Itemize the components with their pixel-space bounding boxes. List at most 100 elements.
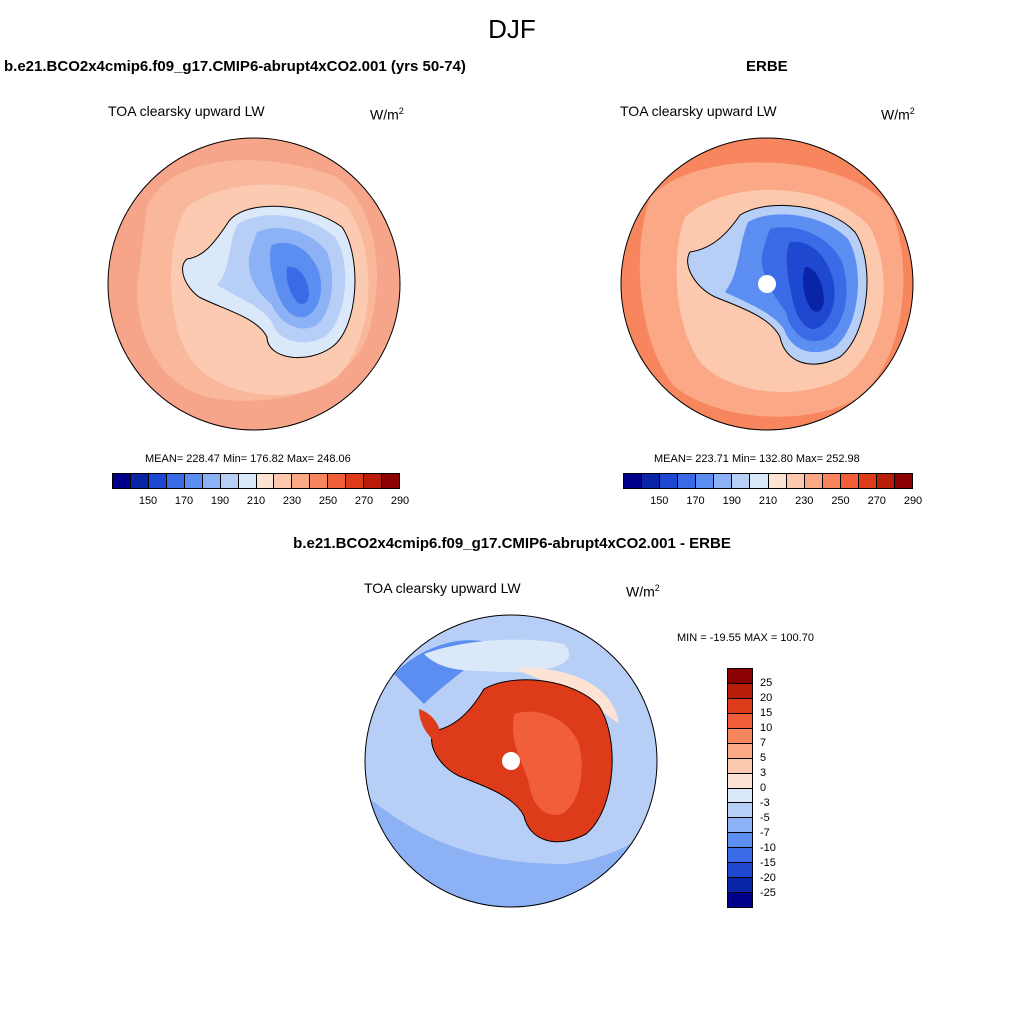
colorbar-swatch xyxy=(840,474,859,488)
colorbar-swatch xyxy=(256,474,275,488)
colorbar-swatch xyxy=(804,474,823,488)
colorbar-swatch xyxy=(310,474,329,488)
colorbar-swatch xyxy=(728,698,752,714)
panel1-title: b.e21.BCO2x4cmip6.f09_g17.CMIP6-abrupt4x… xyxy=(4,58,466,75)
colorbar-swatch xyxy=(130,474,149,488)
peninsula-positive xyxy=(419,709,441,744)
colorbar-swatch xyxy=(660,474,679,488)
tick-label: 170 xyxy=(686,495,705,507)
panel3-title: b.e21.BCO2x4cmip6.f09_g17.CMIP6-abrupt4x… xyxy=(293,535,731,552)
tick-label: 210 xyxy=(246,495,266,507)
colorbar-swatch xyxy=(220,474,239,488)
panel1-variable: TOA clearsky upward LW xyxy=(108,103,265,119)
colorbar-swatch xyxy=(728,818,752,834)
panel3-variable: TOA clearsky upward LW xyxy=(364,580,521,596)
colorbar-swatch xyxy=(328,474,347,488)
colorbar-swatch xyxy=(148,474,167,488)
ocean-near-zero xyxy=(424,639,570,673)
colorbar-swatch xyxy=(728,893,752,907)
tick-label: 0 xyxy=(760,782,767,794)
tick-label: 230 xyxy=(282,495,302,507)
panel3-stats: MIN = -19.55 MAX = 100.70 xyxy=(677,632,814,644)
tick-label: 190 xyxy=(722,495,741,507)
panel1-units: W/m2 xyxy=(370,106,404,123)
tick-label: 290 xyxy=(903,495,923,507)
tick-label: 190 xyxy=(210,495,230,507)
tick-label: 3 xyxy=(760,767,767,779)
panel2-title: ERBE xyxy=(746,58,788,75)
tick-label: 270 xyxy=(354,495,374,507)
tick-label: 250 xyxy=(831,495,850,507)
colorbar-swatch xyxy=(728,878,752,894)
tick-label: 10 xyxy=(760,722,773,734)
colorbar-swatch xyxy=(876,474,895,488)
panel2-units: W/m2 xyxy=(881,106,915,123)
colorbar-swatch xyxy=(728,713,752,729)
ice-sheet-dome xyxy=(286,266,310,304)
tick-label: -3 xyxy=(760,797,770,809)
tick-label: 270 xyxy=(867,495,886,507)
colorbar-swatch xyxy=(642,474,661,488)
colorbar-swatch xyxy=(728,803,752,819)
colorbar-swatch xyxy=(166,474,185,488)
colorbar-swatch xyxy=(728,743,752,759)
tick-label: 20 xyxy=(760,692,773,704)
colorbar-swatch xyxy=(728,728,752,744)
tick-label: 150 xyxy=(138,495,158,507)
colorbar-swatch xyxy=(238,474,257,488)
colorbar-swatch xyxy=(728,788,752,804)
colorbar-swatch xyxy=(728,833,752,849)
panel1-polar-map xyxy=(107,137,401,431)
tick-label: 7 xyxy=(760,737,767,749)
panel1-colorbar xyxy=(112,473,400,489)
colorbar-swatch xyxy=(714,474,733,488)
missing-data-pole xyxy=(502,752,520,770)
tick-label: 210 xyxy=(758,495,778,507)
colorbar-swatch xyxy=(728,758,752,774)
tick-label: -5 xyxy=(760,812,770,824)
colorbar-swatch xyxy=(364,474,383,488)
ice-sheet-dome xyxy=(802,267,824,312)
antarctica-interior xyxy=(512,711,582,815)
colorbar-swatch xyxy=(696,474,715,488)
colorbar-swatch xyxy=(786,474,805,488)
colorbar-swatch xyxy=(822,474,841,488)
colorbar-swatch xyxy=(382,474,399,488)
ocean-positive-patch xyxy=(514,668,619,724)
panel3-polar-map xyxy=(364,614,658,908)
colorbar-swatch xyxy=(113,474,131,488)
tick-label: -20 xyxy=(760,872,776,884)
tick-label: 290 xyxy=(390,495,410,507)
panel3-colorbar xyxy=(727,668,753,908)
panel1-stats: MEAN= 228.47 Min= 176.82 Max= 248.06 xyxy=(145,453,351,465)
colorbar-swatch xyxy=(728,773,752,789)
tick-label: 170 xyxy=(174,495,194,507)
colorbar-swatch xyxy=(184,474,203,488)
panel2-stats: MEAN= 223.71 Min= 132.80 Max= 252.98 xyxy=(654,453,860,465)
tick-label: 150 xyxy=(650,495,669,507)
colorbar-swatch xyxy=(202,474,221,488)
colorbar-swatch xyxy=(728,863,752,879)
tick-label: 25 xyxy=(760,677,773,689)
tick-label: 250 xyxy=(318,495,338,507)
tick-label: -15 xyxy=(760,857,776,869)
tick-label: -7 xyxy=(760,827,770,839)
tick-label: -25 xyxy=(760,887,776,899)
colorbar-swatch xyxy=(728,669,752,684)
panel2-colorbar xyxy=(623,473,913,489)
tick-label: 230 xyxy=(795,495,814,507)
colorbar-swatch xyxy=(750,474,769,488)
figure-title: DJF xyxy=(488,14,536,44)
colorbar-swatch xyxy=(678,474,697,488)
tick-label: 15 xyxy=(760,707,773,719)
panel2-polar-map xyxy=(620,137,914,431)
colorbar-swatch xyxy=(732,474,751,488)
panel3-units: W/m2 xyxy=(626,583,660,600)
tick-label: 5 xyxy=(760,752,767,764)
colorbar-swatch xyxy=(894,474,912,488)
tick-label: -10 xyxy=(760,842,776,854)
colorbar-swatch xyxy=(768,474,787,488)
colorbar-swatch xyxy=(346,474,365,488)
panel2-variable: TOA clearsky upward LW xyxy=(620,103,777,119)
colorbar-swatch xyxy=(624,474,643,488)
